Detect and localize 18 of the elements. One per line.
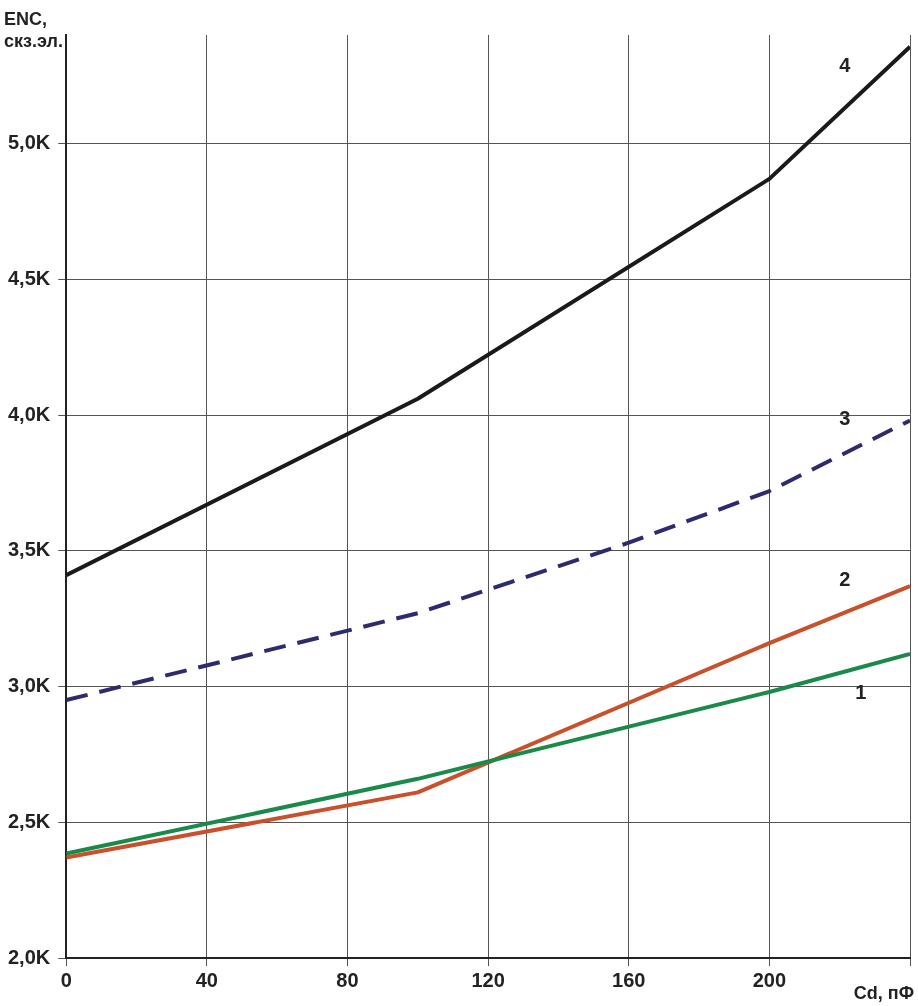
x-tick-label: 120 bbox=[471, 968, 505, 991]
y-axis-title: ENC, скз.эл. bbox=[4, 8, 64, 52]
x-tick-label: 80 bbox=[336, 968, 359, 991]
series-label: 1 bbox=[855, 680, 867, 703]
x-axis-title: Cd, пФ bbox=[853, 982, 914, 1004]
series-label: 2 bbox=[839, 567, 851, 590]
series-label: 4 bbox=[839, 54, 852, 77]
y-tick-label: 2,0K bbox=[8, 945, 51, 968]
y-tick-label: 3,5K bbox=[8, 538, 51, 561]
y-tick-label: 4,5K bbox=[8, 266, 51, 289]
y-tick-label: 3,0K bbox=[8, 674, 51, 697]
x-tick-label: 40 bbox=[195, 968, 218, 991]
y-tick-label: 2,5K bbox=[8, 809, 51, 832]
x-tick-label: 160 bbox=[612, 968, 646, 991]
y-tick-label: 4,0K bbox=[8, 402, 51, 425]
y-tick-label: 5,0K bbox=[8, 131, 51, 154]
x-tick-label: 200 bbox=[752, 968, 787, 991]
x-tick-label: 0 bbox=[60, 968, 72, 991]
